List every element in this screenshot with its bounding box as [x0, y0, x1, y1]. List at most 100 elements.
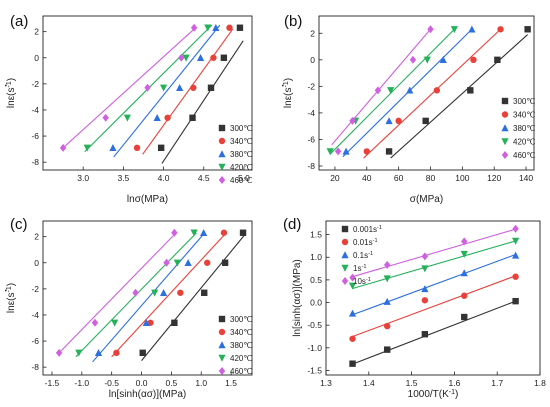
- data-point: [450, 26, 458, 34]
- y-tick-label: -1.0: [307, 343, 322, 353]
- x-tick-label: -1.0: [74, 378, 89, 388]
- y-tick-label: -4: [307, 108, 315, 118]
- data-point: [109, 144, 117, 152]
- data-point: [102, 113, 109, 122]
- data-point: [220, 229, 228, 236]
- data-point: [421, 285, 429, 293]
- data-point: [395, 117, 402, 125]
- data-point: [384, 346, 391, 353]
- x-tick-label: -0.5: [104, 378, 119, 388]
- legend-marker: [218, 137, 226, 145]
- data-point: [512, 273, 519, 280]
- y-tick-label: -4: [31, 105, 39, 115]
- legend-label: 460℃: [513, 151, 535, 160]
- legend-marker: [501, 124, 509, 132]
- strain-rate-dot: [4, 84, 7, 87]
- panel-label: (b): [284, 13, 302, 30]
- data-point: [142, 318, 150, 326]
- data-point: [164, 114, 171, 121]
- data-point: [349, 360, 356, 367]
- legend-label: 340℃: [230, 328, 252, 337]
- data-point: [461, 237, 468, 246]
- data-point: [133, 144, 141, 152]
- data-point: [348, 282, 357, 290]
- legend-marker: [218, 341, 226, 349]
- chart-panel-d: (d) 1.3 1.4 1.5 1.6 1.7 1.8 -1.5 -1.0 -0.5 0.0 0.5 1…: [283, 216, 546, 400]
- data-point: [512, 251, 520, 259]
- chart-panel-a: (a) 3.0 3.5 4.0 4.5 5.0 -8 -6 -4 -2 0 2 lnσ(MPa) lnε(…: [4, 13, 253, 205]
- data-point: [512, 224, 519, 233]
- data-point: [467, 87, 474, 94]
- data-point: [433, 87, 441, 94]
- data-point: [220, 54, 228, 61]
- data-point: [512, 237, 520, 245]
- x-tick-label: 1.7: [491, 378, 503, 388]
- data-point: [190, 23, 198, 32]
- data-point: [439, 56, 447, 64]
- data-point: [384, 260, 391, 269]
- data-point: [461, 313, 468, 321]
- data-point: [113, 349, 120, 357]
- y-tick-label: -8: [31, 362, 39, 372]
- x-tick-label: 1.5: [406, 378, 418, 388]
- data-point: [334, 147, 342, 156]
- data-point: [236, 24, 244, 31]
- data-point: [470, 56, 477, 64]
- legend-marker: [341, 264, 349, 272]
- data-point: [385, 117, 393, 125]
- data-point: [226, 24, 233, 31]
- data-point: [123, 114, 132, 122]
- data-point: [326, 148, 334, 156]
- data-point: [178, 53, 185, 62]
- y-tick-label: 0: [34, 53, 39, 63]
- fit-line: [390, 34, 528, 159]
- fit-line: [352, 240, 516, 290]
- data-point: [171, 319, 178, 326]
- data-point: [55, 348, 63, 357]
- legend-label: 380℃: [230, 150, 252, 159]
- plot-frame: [42, 15, 253, 171]
- x-tick-label: 40: [362, 173, 372, 183]
- fit-line: [92, 232, 206, 363]
- data-point: [422, 117, 429, 125]
- data-point: [160, 288, 168, 296]
- strain-rate-dot: [4, 289, 7, 292]
- fit-line: [62, 28, 195, 149]
- data-point: [421, 297, 429, 304]
- data-point: [200, 228, 208, 236]
- fit-line: [352, 300, 516, 365]
- legend-label: 460℃: [230, 176, 252, 185]
- y-tick-label: 2: [34, 27, 39, 37]
- data-point: [460, 250, 468, 258]
- fit-line: [111, 232, 227, 358]
- data-point: [210, 54, 217, 61]
- data-point: [189, 114, 196, 121]
- y-tick-label: 0.5: [310, 275, 322, 285]
- x-tick-label: 5.0: [238, 173, 250, 183]
- data-point: [409, 55, 417, 64]
- x-axis-label: ln[sinh(ασ)](MPa): [109, 389, 187, 400]
- data-point: [144, 83, 151, 92]
- x-tick-label: 60: [394, 173, 404, 183]
- legend-marker: [341, 238, 349, 246]
- x-tick-label: 120: [487, 173, 501, 183]
- data-point: [176, 83, 184, 91]
- legend-label: 0.1s-1: [353, 251, 373, 260]
- legend-label: 10s-1: [353, 277, 371, 286]
- x-axis-label: σ(MPa): [410, 194, 443, 205]
- y-tick-label: 1.5: [310, 230, 322, 240]
- data-point: [423, 56, 431, 64]
- data-point: [153, 113, 161, 121]
- data-point: [159, 84, 168, 92]
- fit-line: [161, 40, 244, 164]
- data-point: [524, 26, 531, 33]
- y-tick-label: -6: [307, 134, 315, 144]
- y-tick-label: 2: [310, 28, 315, 38]
- y-axis-label: ln[sinh(ασ)](MPa): [292, 259, 303, 337]
- data-point: [91, 318, 99, 327]
- data-point: [83, 144, 91, 152]
- y-tick-label: -6: [31, 336, 39, 346]
- y-tick-label: 0.0: [310, 298, 322, 308]
- x-tick-label: 3.0: [77, 173, 89, 183]
- y-tick-label: 0: [310, 55, 315, 65]
